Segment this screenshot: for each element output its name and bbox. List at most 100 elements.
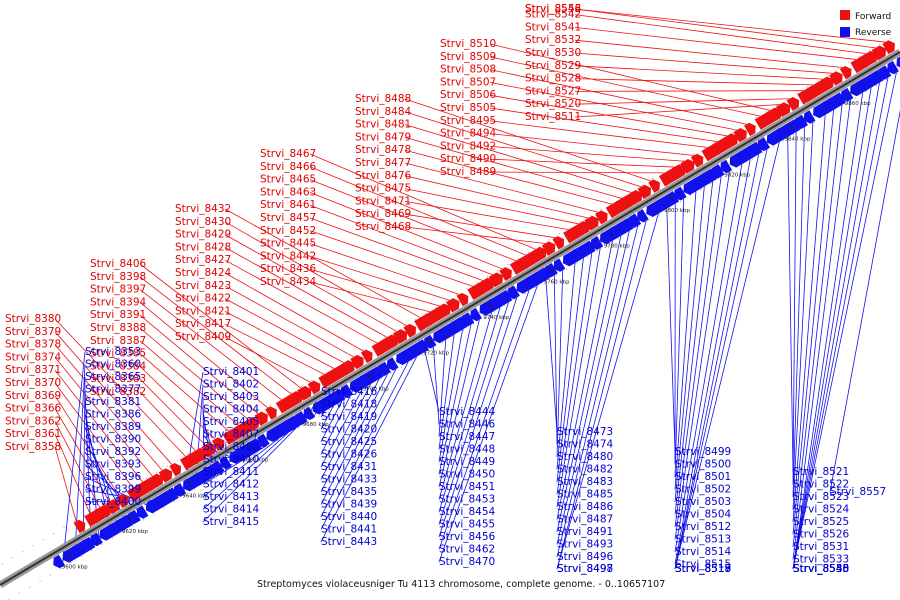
gene-label: Strvi_8422 (175, 293, 231, 305)
leader-line (574, 14, 866, 55)
gene-label: Strvi_8408 (203, 441, 259, 453)
leader-line (674, 176, 722, 528)
tick-label: 9760 kbp (544, 279, 570, 285)
leader-line (438, 339, 447, 438)
leader-line (556, 248, 601, 508)
leader-line (489, 56, 761, 117)
tick-mark (488, 302, 494, 309)
forward-gene-arrow (116, 494, 129, 508)
gene-label: Strvi_8414 (203, 504, 260, 516)
gene-label: Strvi_8396 (85, 471, 142, 483)
gene-label: Strvi_8384 (90, 360, 147, 372)
forward-gene-arrow (775, 102, 791, 118)
leader-line (674, 164, 743, 553)
gene-label: Strvi_8417 (175, 318, 231, 330)
leader-line (320, 356, 417, 543)
gene-label: Strvi_8502 (675, 484, 731, 496)
gene-label: Strvi_8494 (440, 128, 497, 140)
forward-gene-arrow (520, 252, 538, 269)
forward-gene-arrow (733, 127, 747, 143)
gene-label: Strvi_8505 (440, 102, 496, 114)
leader-line (224, 259, 378, 344)
tick-label: 9720 kbp (423, 351, 449, 357)
gene-label: Strvi_8405 (203, 416, 259, 428)
forward-gene-arrow (744, 122, 756, 137)
leader-line (438, 312, 493, 500)
gene-label: Strvi_8433 (321, 474, 377, 486)
leader-line (792, 104, 843, 548)
gene-label: Strvi_8427 (175, 254, 231, 266)
tick-label: 9800 kbp (664, 208, 690, 214)
tick-label: 9620 kbp (122, 529, 148, 535)
leader-line (139, 366, 216, 440)
forward-gene-arrow (265, 406, 277, 420)
tick-label: 9860 kbp (845, 101, 871, 107)
reverse-gene-arrow (498, 289, 513, 305)
kbp-ticks: 9600 kbp 9620 kbp 9640 kbp 9660 kbp 9680 kbp… (62, 87, 871, 571)
reverse-gene-arrow (896, 56, 900, 68)
gene-label: Strvi_8491 (557, 526, 613, 538)
gene-label: Strvi_8389 (85, 421, 141, 433)
tick-label: 9640 kbp (182, 493, 208, 499)
backbone-center (0, 51, 900, 586)
leader-line (792, 122, 814, 510)
reverse-gene-arrow (303, 406, 316, 421)
tick-mark (850, 87, 855, 95)
leader-line (224, 336, 311, 383)
gene-label: Strvi_8443 (321, 536, 377, 548)
leader-line (433, 346, 440, 425)
gene-label: Strvi_8509 (440, 51, 496, 63)
tick-label: 9820 kbp (724, 172, 750, 178)
reverse-gene-arrow (386, 357, 399, 371)
gene-label: Strvi_8454 (439, 506, 496, 518)
reverse-gene-arrow (507, 285, 520, 300)
gene-label: Strvi_8420 (321, 424, 377, 436)
leader-line (556, 240, 613, 520)
reverse-gene-arrow (618, 218, 634, 234)
leader-line (320, 368, 397, 518)
gene-label: Strvi_8478 (355, 144, 411, 156)
tick-label: 9780 kbp (604, 244, 630, 250)
leader-line (54, 369, 143, 483)
tick-mark (67, 551, 72, 559)
gene-labels: Strvi_8358Strvi_8361Strvi_8362Strvi_8366… (5, 3, 886, 575)
leader-line (574, 90, 804, 92)
leader-line (54, 446, 77, 522)
gene-label: Strvi_8440 (321, 511, 377, 523)
forward-gene-arrow (552, 236, 565, 250)
tick-mark (609, 230, 614, 238)
gene-label: Strvi_8397 (90, 284, 146, 296)
gene-label: Strvi_8524 (793, 504, 850, 516)
gene-label: Strvi_8511 (525, 111, 581, 123)
gene-label: Strvi_8398 (90, 271, 146, 283)
reverse-gene-arrow (164, 487, 179, 503)
reverse-gene-arrow (220, 456, 232, 470)
gene-label: Strvi_8403 (203, 391, 259, 403)
forward-gene-arrow (648, 179, 660, 193)
gene-label: Strvi_8543 (525, 3, 581, 15)
leader-line (674, 198, 685, 478)
leader-line (489, 133, 694, 156)
tick-label: 9660 kbp (242, 458, 268, 464)
reverse-gene-arrow (201, 464, 217, 481)
gene-label: Strvi_8485 (557, 489, 613, 501)
leader-line (556, 230, 630, 545)
gene-label: Strvi_8487 (557, 514, 613, 526)
gene-label: Strvi_8482 (557, 464, 613, 476)
gene-label: Strvi_8517 (675, 563, 731, 575)
leader-line (574, 78, 814, 86)
tick-mark (247, 444, 253, 452)
reverse-gene-arrow (210, 460, 225, 475)
leader-line (320, 406, 334, 430)
leader-line (829, 109, 900, 493)
gene-label: Strvi_8415 (203, 516, 259, 528)
gene-label: Strvi_8394 (90, 296, 147, 308)
leader-line (674, 191, 697, 490)
forward-gene-arrow (148, 473, 164, 490)
reverse-gene-arrow (868, 69, 884, 86)
leader-line (309, 217, 483, 281)
leader-line (320, 401, 342, 443)
leader-line (545, 280, 558, 433)
leader-line (674, 141, 780, 570)
